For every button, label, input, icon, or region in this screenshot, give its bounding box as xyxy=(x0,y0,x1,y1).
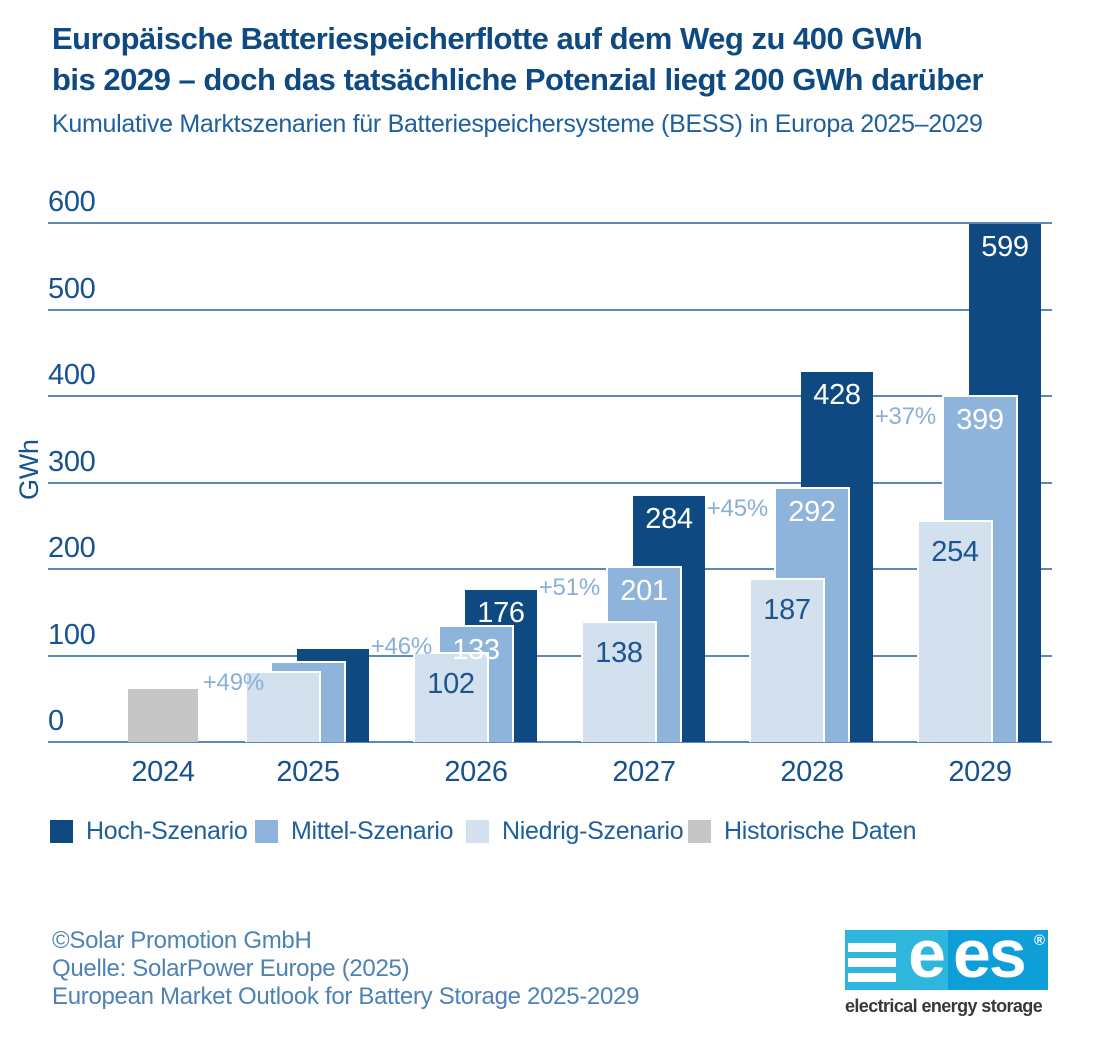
growth-label-2026: +46% xyxy=(370,632,432,660)
bar-niedrig-szenario-2028 xyxy=(749,578,825,742)
y-tick-100: 100 xyxy=(48,618,96,651)
growth-label-2027: +51% xyxy=(538,574,600,602)
ees-logo: e es ® electrical energy storage xyxy=(845,918,1048,1022)
y-tick-300: 300 xyxy=(48,445,96,478)
growth-label-2025: +49% xyxy=(202,669,264,697)
bar-historisch-2024 xyxy=(128,689,198,742)
bar-niedrig-szenario-2026 xyxy=(413,651,489,742)
chart-title: Europäische Batteriespeicherflotte auf d… xyxy=(52,18,1052,100)
footer: ©Solar Promotion GmbH Quelle: SolarPower… xyxy=(52,927,639,1011)
gridline-400 xyxy=(48,395,1052,397)
gridline-300 xyxy=(48,481,1052,484)
x-label-2026: 2026 xyxy=(444,756,508,788)
ees-logo-box: e es ® xyxy=(845,918,1048,990)
legend-label-hoch: Hoch-Szenario xyxy=(86,817,248,845)
legend-item-hoch: Hoch-Szenario xyxy=(50,817,248,846)
bar-niedrig-szenario-2029 xyxy=(917,520,993,742)
chart-title-line2: bis 2029 – doch das tatsächliche Potenzi… xyxy=(52,62,984,97)
legend-swatch-historisch xyxy=(688,820,711,843)
y-tick-400: 400 xyxy=(48,359,96,391)
legend-label-historisch: Historische Daten xyxy=(724,817,917,845)
legend-swatch-mittel xyxy=(255,820,278,843)
bar-value-label-2027: 138 xyxy=(595,636,643,669)
logo-stripe-icon xyxy=(848,958,896,967)
legend-item-mittel: Mittel-Szenario xyxy=(255,817,454,846)
bar-value-label-2026: 133 xyxy=(452,633,500,666)
chart-subtitle: Kumulative Marktszenarien für Batteriesp… xyxy=(52,110,983,138)
footer-copyright: ©Solar Promotion GmbH xyxy=(52,927,312,954)
legend-label-mittel: Mittel-Szenario xyxy=(291,817,454,845)
y-tick-500: 500 xyxy=(48,272,96,305)
footer-report: European Market Outlook for Battery Stor… xyxy=(52,983,640,1010)
logo-caption: electrical energy storage xyxy=(845,996,1043,1016)
x-label-2027: 2027 xyxy=(612,756,676,788)
bar-value-label-2029: 254 xyxy=(931,536,979,569)
gridline-500 xyxy=(48,308,1052,311)
logo-stripe-icon xyxy=(848,943,896,952)
bar-value-label-2026: 176 xyxy=(477,596,525,629)
bar-value-label-2026: 102 xyxy=(427,667,475,700)
bar-value-label-2029: 599 xyxy=(981,230,1029,263)
growth-label-2029: +37% xyxy=(874,402,936,430)
bar-value-label-2027: 201 xyxy=(620,575,668,608)
legend-item-historisch: Historische Daten xyxy=(688,817,917,846)
x-label-2028: 2028 xyxy=(780,756,844,788)
gridline-200 xyxy=(48,568,1052,570)
legend-label-niedrig: Niedrig-Szenario xyxy=(502,817,684,845)
gridline-100 xyxy=(48,654,1052,657)
y-tick-0: 0 xyxy=(48,705,64,737)
ees-logo-right-panel xyxy=(948,930,1048,990)
logo-stripe-icon xyxy=(848,973,896,982)
logo-letter-e: e xyxy=(908,916,946,992)
chart-title-line1: Europäische Batteriespeicherflotte auf d… xyxy=(52,21,923,56)
logo-letters-es: es xyxy=(953,916,1027,992)
bar-value-label-2028: 292 xyxy=(788,496,836,529)
legend-swatch-hoch xyxy=(50,820,73,843)
x-label-2024: 2024 xyxy=(131,756,195,788)
registered-trademark-icon: ® xyxy=(1033,932,1045,949)
bar-value-label-2027: 284 xyxy=(645,503,693,536)
legend-swatch-niedrig xyxy=(466,820,489,843)
growth-label-2028: +45% xyxy=(706,495,768,523)
bar-value-label-2028: 428 xyxy=(813,378,861,411)
ees-logo-left-panel: e xyxy=(845,918,948,990)
bar-niedrig-szenario-2025 xyxy=(245,670,321,742)
y-axis-label: GWh xyxy=(14,439,44,501)
legend-item-niedrig: Niedrig-Szenario xyxy=(466,817,684,846)
x-label-2029: 2029 xyxy=(948,756,1012,788)
bar-niedrig-szenario-2027 xyxy=(581,620,657,742)
bar-value-label-2028: 187 xyxy=(763,594,811,627)
gridline-600 xyxy=(48,222,1052,224)
x-label-2025: 2025 xyxy=(276,756,340,788)
gridline-0 xyxy=(48,741,1052,743)
y-tick-600: 600 xyxy=(48,186,96,218)
bar-value-label-2029: 399 xyxy=(956,403,1004,436)
footer-source: Quelle: SolarPower Europe (2025) xyxy=(52,955,410,982)
y-tick-200: 200 xyxy=(48,532,96,564)
